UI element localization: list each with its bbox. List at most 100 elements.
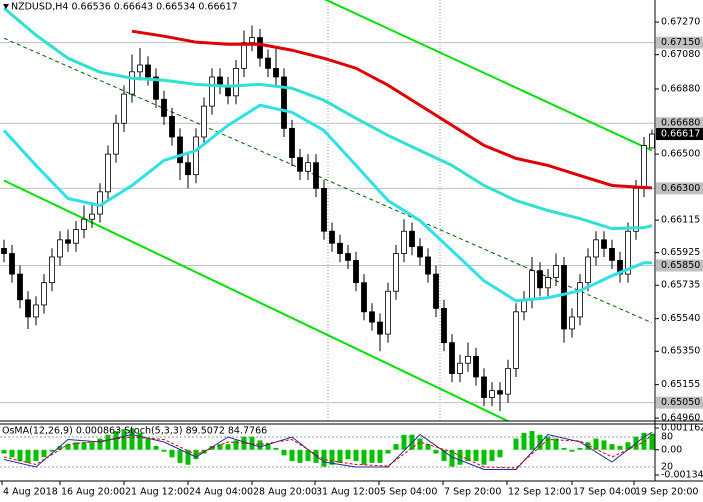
level-label-box (656, 396, 703, 409)
candle-body (505, 367, 511, 395)
candle-body (593, 239, 599, 258)
candle-body (281, 76, 287, 129)
candle-body (305, 162, 311, 172)
candle-body (337, 242, 343, 254)
x-tick-label: 31 Aug 12:00 (316, 487, 380, 498)
osma-bar (81, 442, 87, 450)
candle-body (457, 362, 463, 374)
osma-bar (521, 432, 527, 450)
candle-body (321, 187, 327, 232)
level-label-box (656, 117, 703, 130)
candle-body (601, 239, 607, 249)
y-tick-label: 0.65540 (661, 313, 700, 324)
candle-body (369, 311, 375, 323)
candle-body (169, 115, 175, 138)
level-label: 0.67150 (661, 37, 700, 48)
candle-body (377, 321, 383, 335)
candle-body (473, 355, 479, 378)
candle-body (345, 253, 351, 261)
osma-bar (105, 434, 111, 450)
osma-bar (289, 449, 295, 462)
candle-body (33, 304, 39, 318)
osma-bar (17, 449, 23, 462)
osma-bar (449, 449, 455, 467)
osma-bar (625, 442, 631, 450)
osma-bar (377, 449, 383, 463)
osma-bar (593, 438, 599, 450)
osma-bar (65, 444, 71, 450)
x-tick-label: 17 Sep 04:00 (573, 487, 636, 498)
osma-bar (305, 449, 311, 462)
level-label: 0.65050 (661, 397, 700, 408)
osma-bar (569, 449, 575, 452)
osma-bar (185, 449, 191, 465)
level-label: 0.66300 (661, 183, 700, 194)
osma-bar (537, 434, 543, 450)
candle-body (313, 162, 319, 189)
candle-body (201, 105, 207, 138)
candle-body (65, 239, 71, 244)
y-tick-label: 0.65155 (661, 379, 700, 390)
candle-body (481, 376, 487, 398)
candle-body (41, 282, 47, 306)
osma-bar (329, 449, 335, 465)
y-tick-label: 0.65735 (661, 280, 700, 291)
candle-body (353, 259, 359, 284)
candle-body (257, 37, 263, 59)
osma-bar (257, 440, 263, 450)
candle-body (465, 355, 471, 364)
osma-bar (169, 449, 175, 458)
osma-bar (249, 436, 255, 450)
osma-tick-label: -0.001347 (661, 469, 703, 480)
stoch-signal (3, 434, 653, 469)
candle-body (433, 273, 439, 309)
osma-bar (129, 429, 135, 450)
osma-bar (369, 449, 375, 463)
osma-bar (209, 446, 215, 450)
osma-bar (489, 449, 495, 462)
chart-title: NZDUSD,H4 0.66536 0.66643 0.66534 0.6661… (11, 2, 238, 13)
stoch-main (3, 431, 653, 470)
osma-bar (153, 446, 159, 450)
x-tick-label: 21 Aug 12:00 (125, 487, 189, 498)
osma-bar (497, 449, 503, 458)
osma-bar (1, 449, 7, 454)
candle-body (153, 76, 159, 100)
candle-body (49, 256, 55, 284)
candle-body (329, 230, 335, 244)
x-tick-label: 7 Sep 20:00 (444, 487, 501, 498)
candle-body (81, 218, 87, 230)
candle-body (121, 93, 127, 124)
osma-bar (137, 432, 143, 450)
osma-bar (217, 444, 223, 450)
candle-body (297, 157, 303, 172)
y-tick-label: 0.66500 (661, 149, 700, 160)
level-label: 0.66680 (661, 118, 700, 129)
y-tick-label: 0.66880 (661, 83, 700, 94)
level-label: 0.65850 (661, 260, 700, 271)
candle-body (489, 390, 495, 398)
osma-bar (433, 449, 439, 454)
osma-bar (161, 449, 167, 452)
osma-bar (281, 449, 287, 456)
candle-body (409, 230, 415, 248)
candle-body (625, 230, 631, 275)
osma-bar (345, 449, 351, 460)
osma-bar (577, 447, 583, 450)
osma-tick-label: 0.00 (661, 444, 682, 455)
candle-body (425, 256, 431, 275)
x-tick-label: 12 Sep 12:00 (508, 487, 571, 498)
candle-body (561, 265, 567, 330)
candle-body (513, 311, 519, 369)
osma-bar (361, 449, 367, 465)
candle-body (137, 64, 143, 73)
y-tick-label: 0.67270 (661, 17, 700, 28)
osma-bar (273, 447, 279, 450)
candle-body (569, 316, 575, 330)
candle-body (273, 67, 279, 78)
candle-body (193, 136, 199, 176)
osma-bar (441, 449, 447, 462)
osma-bar (25, 449, 31, 463)
candle-body (649, 133, 655, 149)
